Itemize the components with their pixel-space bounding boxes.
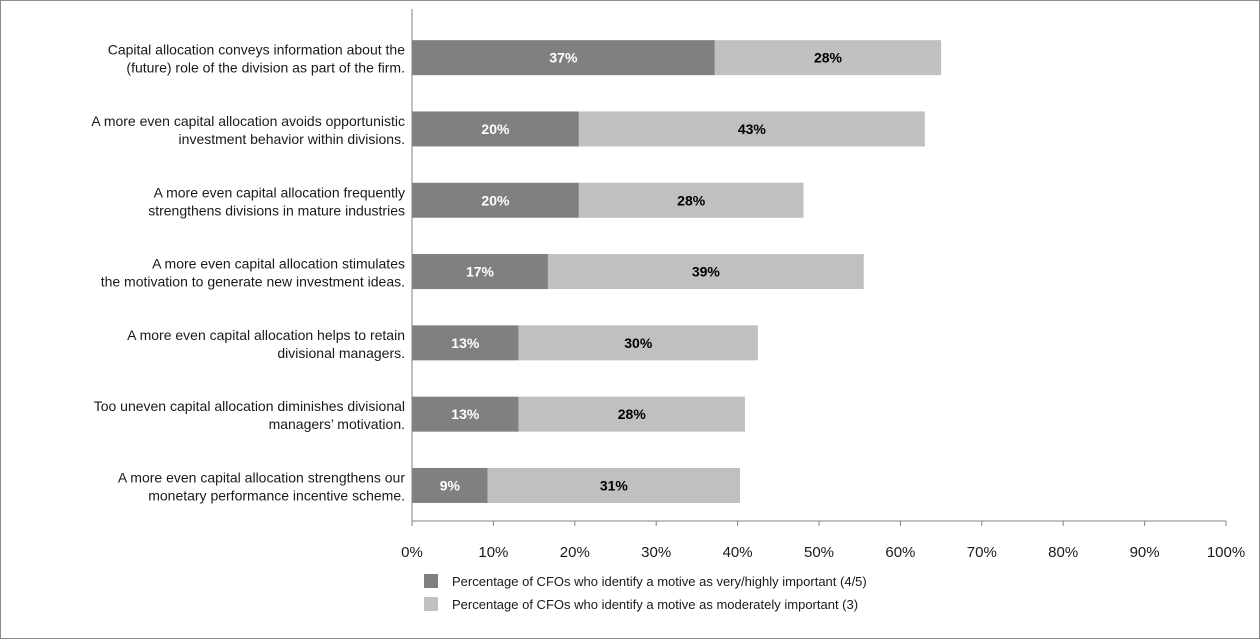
category-label-line: managers’ motivation. [269, 416, 405, 432]
bar-segment-moderately-important [518, 325, 758, 361]
bars-layer: 37% 28% 20% 43% 20% 28% 17% 39% 13% 30% 13% 28% 9% 31… [412, 40, 942, 503]
x-tick-label: 20% [560, 544, 590, 561]
x-tick-label: 40% [723, 544, 753, 561]
x-tick-label: 80% [1048, 544, 1078, 561]
x-tick-label: 70% [967, 544, 997, 561]
x-tick-label: 60% [885, 544, 915, 561]
category-label-line: A more even capital allocation helps to … [127, 327, 405, 343]
data-label: 30% [624, 335, 653, 351]
category-label-line: Too uneven capital allocation diminishes… [94, 398, 405, 414]
data-label: 31% [600, 477, 629, 493]
data-label: 28% [677, 192, 706, 208]
category-label: A more even capital allocation helps to … [127, 327, 405, 361]
category-label-line: monetary performance incentive scheme. [148, 487, 405, 503]
legend-swatch [424, 597, 438, 611]
legend-swatch [424, 574, 438, 588]
category-label-line: A more even capital allocation frequentl… [154, 184, 405, 200]
category-label: A more even capital allocation avoids op… [91, 113, 405, 147]
bar-segment-very-important [412, 111, 579, 147]
bar-segment-very-important [412, 325, 519, 361]
data-label: 43% [738, 121, 767, 137]
category-label-line: strengthens divisions in mature industri… [148, 202, 405, 218]
bar-segment-very-important [412, 40, 715, 76]
data-label: 13% [451, 335, 480, 351]
bar-segment-moderately-important [714, 40, 942, 76]
data-label: 20% [481, 192, 510, 208]
category-label: Capital allocation conveys information a… [108, 42, 406, 76]
data-label: 28% [618, 406, 647, 422]
legend-label: Percentage of CFOs who identify a motive… [452, 597, 858, 612]
x-tick-label: 50% [804, 544, 834, 561]
category-label: A more even capital allocation frequentl… [148, 184, 405, 218]
bar-segment-very-important [412, 396, 519, 432]
x-tick-label: 90% [1130, 544, 1160, 561]
category-label-line: (future) role of the division as part of… [126, 60, 405, 76]
bar-segment-moderately-important [518, 396, 745, 432]
data-label: 13% [451, 406, 480, 422]
category-label-line: A more even capital allocation strengthe… [118, 469, 406, 485]
category-label-line: Capital allocation conveys information a… [108, 42, 406, 58]
x-tick-label: 100% [1207, 544, 1245, 561]
category-label-line: A more even capital allocation avoids op… [91, 113, 405, 129]
bar-segment-moderately-important [547, 254, 864, 290]
category-label-line: A more even capital allocation stimulate… [152, 256, 405, 272]
legend-label: Percentage of CFOs who identify a motive… [452, 574, 867, 589]
x-tick-label: 30% [641, 544, 671, 561]
data-label: 20% [481, 121, 510, 137]
category-label-line: divisional managers. [277, 345, 405, 361]
category-labels: Capital allocation conveys information a… [91, 42, 405, 504]
category-label: Too uneven capital allocation diminishes… [94, 398, 405, 432]
category-label-line: investment behavior within divisions. [179, 131, 405, 147]
x-tick-label: 0% [401, 544, 423, 561]
category-label: A more even capital allocation strengthe… [118, 469, 406, 503]
category-label-line: the motivation to generate new investmen… [101, 274, 405, 290]
data-label: 39% [692, 264, 721, 280]
data-label: 17% [466, 264, 495, 280]
data-label: 28% [814, 50, 843, 66]
bar-segment-very-important [412, 467, 488, 503]
bar-segment-moderately-important [487, 467, 741, 503]
x-tick-label: 10% [478, 544, 508, 561]
bar-segment-moderately-important [578, 182, 804, 218]
legend: Percentage of CFOs who identify a motive… [424, 574, 867, 612]
category-label: A more even capital allocation stimulate… [101, 256, 405, 290]
data-label: 9% [440, 477, 461, 493]
bar-segment-moderately-important [578, 111, 925, 147]
axes-layer: 0% 10% 20% 30% 40% 50% 60% 70% 80% 90% 100% [401, 9, 1245, 561]
bar-segment-very-important [412, 254, 548, 290]
bar-segment-very-important [412, 182, 579, 218]
data-label: 37% [549, 50, 578, 66]
